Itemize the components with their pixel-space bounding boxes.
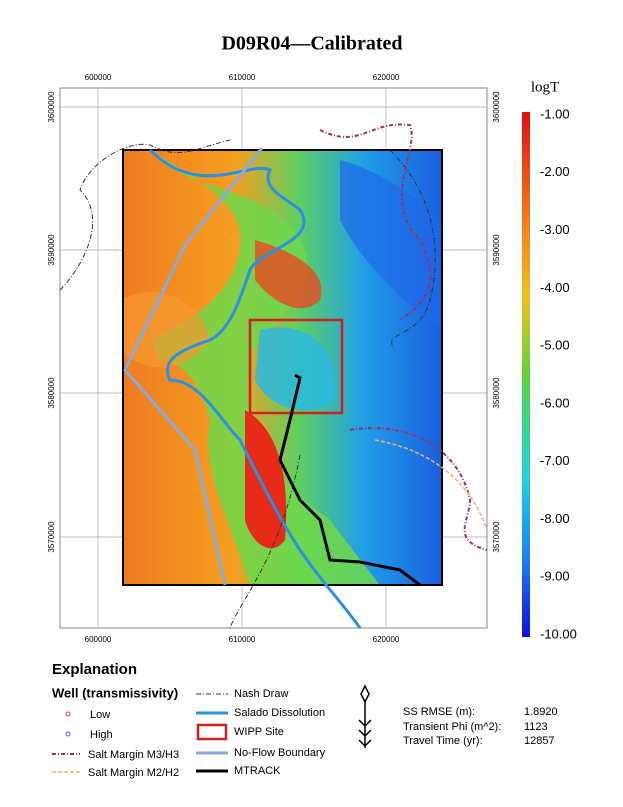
colorbar-tick-label: -8.00 [540,511,570,526]
colorbar-tick-label: -3.00 [540,222,570,237]
mtrack [278,373,421,587]
legend-item: Salt Margin M2/H2 [88,767,179,779]
legend-item: WIPP Site [234,726,284,738]
colorbar-tick-label: -10.00 [540,626,577,641]
x-tick-label: 620000 [373,73,400,82]
stat-label: Transient Phi (m^2): [403,721,501,733]
x-tick-label: 610000 [229,73,256,82]
y-tick-label: 3600000 [47,91,56,123]
colorbar-tick-label: -1.00 [540,106,570,121]
y-tick-label: 3590000 [492,234,501,266]
axis-labels: 600000 600000 610000 610000 620000 620000 3600… [47,73,501,644]
stat-label: SS RMSE (m): [403,706,475,718]
colorbar-tick-label: -9.00 [540,569,570,584]
title: D09R04—Calibrated [221,33,402,55]
salado-dissolution [148,148,362,629]
legend-subtitle: Well (transmissivity) [52,685,178,700]
y-tick-label: 3600000 [492,91,501,123]
colorbar-tick-label: -7.00 [540,453,570,468]
wipp-site [248,318,344,415]
transmissivity-field [123,150,442,585]
legend-item: High [90,729,113,741]
y-tick-label: 3570000 [47,521,56,553]
legend-item: MTRACK [234,765,281,777]
y-tick-label: 3580000 [492,377,501,409]
colorbar-tick-label: -4.00 [540,280,570,295]
colorbar-tick-label: -6.00 [540,395,570,410]
legend-item: Salt Margin M3/H3 [88,749,179,761]
legend-item: Low [90,709,110,721]
colorbar-label: logT [531,79,559,95]
x-tick-label: 610000 [229,635,256,644]
y-tick-label: 3590000 [47,234,56,266]
colorbar [522,112,530,637]
salt-margin-m2h2 [374,439,488,531]
salt-margin-m3h3 [319,123,488,551]
y-tick-label: 3570000 [492,521,501,553]
legend-item: No-Flow Boundary [234,747,326,759]
model-domain [122,149,443,586]
legend-symbols [52,684,372,773]
no-flow-boundary [123,147,264,586]
x-tick-label: 620000 [373,635,400,644]
y-tick-label: 3580000 [47,377,56,409]
colorbar-tick-label: -5.00 [540,338,570,353]
x-tick-label: 600000 [85,73,112,82]
legend-title: Explanation [52,661,137,678]
stat-value: 12857 [524,735,555,747]
nash-draw [59,139,436,629]
stat-label: Travel Time (yr): [403,735,483,747]
stat-value: 1123 [524,721,548,733]
stat-value: 1.8920 [524,706,558,718]
legend-item: Nash Draw [234,688,288,700]
colorbar-tick-label: -2.00 [540,164,570,179]
colorbar-ticks: -1.00 -2.00 -3.00 -4.00 -5.00 -6.00 -7.00 -8.00… [540,106,577,641]
x-tick-label: 600000 [85,635,112,644]
legend-item: Salado Dissolution [234,707,325,719]
